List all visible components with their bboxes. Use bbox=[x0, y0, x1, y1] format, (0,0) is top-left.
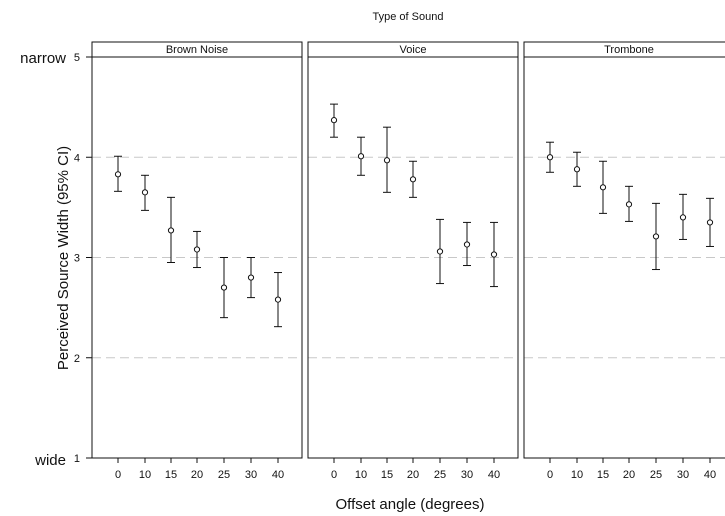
data-point bbox=[706, 219, 714, 226]
x-tick-label: 10 bbox=[355, 469, 367, 481]
data-point bbox=[167, 227, 175, 234]
x-tick-label: 30 bbox=[461, 469, 473, 481]
data-point bbox=[436, 248, 444, 255]
panel-brown-noise: Brown Noise 0 10 15 20 25 30 40 bbox=[91, 41, 303, 481]
y-tick-label: 4 bbox=[74, 152, 80, 164]
data-point bbox=[463, 241, 471, 248]
data-point bbox=[193, 246, 201, 253]
panel-title: Brown Noise bbox=[166, 44, 228, 56]
y-tick-label: 1 bbox=[74, 453, 80, 465]
data-point bbox=[114, 171, 122, 178]
x-tick-label: 30 bbox=[677, 469, 689, 481]
panel-voice: Voice 0 10 15 20 25 30 40 bbox=[307, 41, 519, 481]
x-tick-label: 0 bbox=[331, 469, 337, 481]
x-tick-label: 20 bbox=[407, 469, 419, 481]
x-tick-label: 0 bbox=[547, 469, 553, 481]
data-point bbox=[490, 251, 498, 258]
data-point bbox=[247, 274, 255, 281]
data-point bbox=[546, 154, 554, 161]
data-point bbox=[274, 296, 282, 303]
y-axis-end-label-narrow: narrow bbox=[20, 50, 66, 67]
x-tick-label: 40 bbox=[272, 469, 284, 481]
x-tick-label: 10 bbox=[139, 469, 151, 481]
y-tick-label: 3 bbox=[74, 253, 80, 265]
x-tick-label: 20 bbox=[623, 469, 635, 481]
x-tick-label: 25 bbox=[434, 469, 446, 481]
data-point bbox=[679, 214, 687, 221]
x-axis-title: Offset angle (degrees) bbox=[336, 496, 485, 513]
plot-layer: 1 2 3 4 5 Brown Noise 0 10 15 20 25 30 40 Voice 0 10 15 2… bbox=[74, 41, 725, 481]
x-tick-label: 25 bbox=[650, 469, 662, 481]
facet-title: Type of Sound bbox=[373, 11, 444, 23]
panel-title: Trombone bbox=[604, 44, 654, 56]
x-tick-label: 0 bbox=[115, 469, 121, 481]
data-point bbox=[220, 284, 228, 291]
data-point bbox=[141, 189, 149, 196]
x-tick-label: 15 bbox=[381, 469, 393, 481]
x-tick-label: 20 bbox=[191, 469, 203, 481]
panel-trombone: Trombone 0 10 15 20 25 30 40 bbox=[523, 41, 725, 481]
x-tick-label: 25 bbox=[218, 469, 230, 481]
y-tick-label: 2 bbox=[74, 353, 80, 365]
data-point bbox=[409, 176, 417, 183]
data-point bbox=[625, 201, 633, 208]
data-point bbox=[573, 166, 581, 173]
data-point bbox=[357, 153, 365, 160]
panel-frame bbox=[523, 41, 725, 459]
data-point bbox=[652, 233, 660, 240]
data-point bbox=[383, 157, 391, 164]
panel-frame bbox=[307, 41, 519, 459]
y-tick-label: 5 bbox=[74, 52, 80, 64]
x-tick-label: 15 bbox=[597, 469, 609, 481]
x-tick-label: 30 bbox=[245, 469, 257, 481]
x-tick-label: 10 bbox=[571, 469, 583, 481]
x-tick-label: 15 bbox=[165, 469, 177, 481]
data-point bbox=[330, 117, 338, 124]
y-axis-title: Perceived Source Width (95% CI) bbox=[55, 146, 72, 370]
x-tick-label: 40 bbox=[704, 469, 716, 481]
panel-title: Voice bbox=[400, 44, 427, 56]
y-axis-end-label-wide: wide bbox=[34, 452, 66, 469]
x-tick-label: 40 bbox=[488, 469, 500, 481]
data-point bbox=[599, 184, 607, 191]
